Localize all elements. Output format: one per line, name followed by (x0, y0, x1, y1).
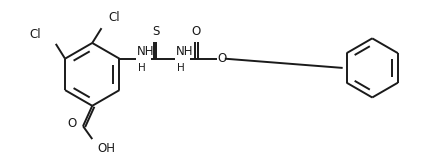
Text: O: O (67, 117, 76, 130)
Text: H: H (138, 63, 145, 73)
Text: O: O (217, 52, 227, 65)
Text: S: S (153, 25, 160, 38)
Text: O: O (191, 25, 201, 38)
Text: NH: NH (137, 45, 155, 58)
Text: OH: OH (97, 142, 115, 155)
Text: H: H (177, 63, 184, 73)
Text: NH: NH (176, 45, 193, 58)
Text: Cl: Cl (108, 11, 120, 24)
Text: Cl: Cl (30, 28, 41, 41)
